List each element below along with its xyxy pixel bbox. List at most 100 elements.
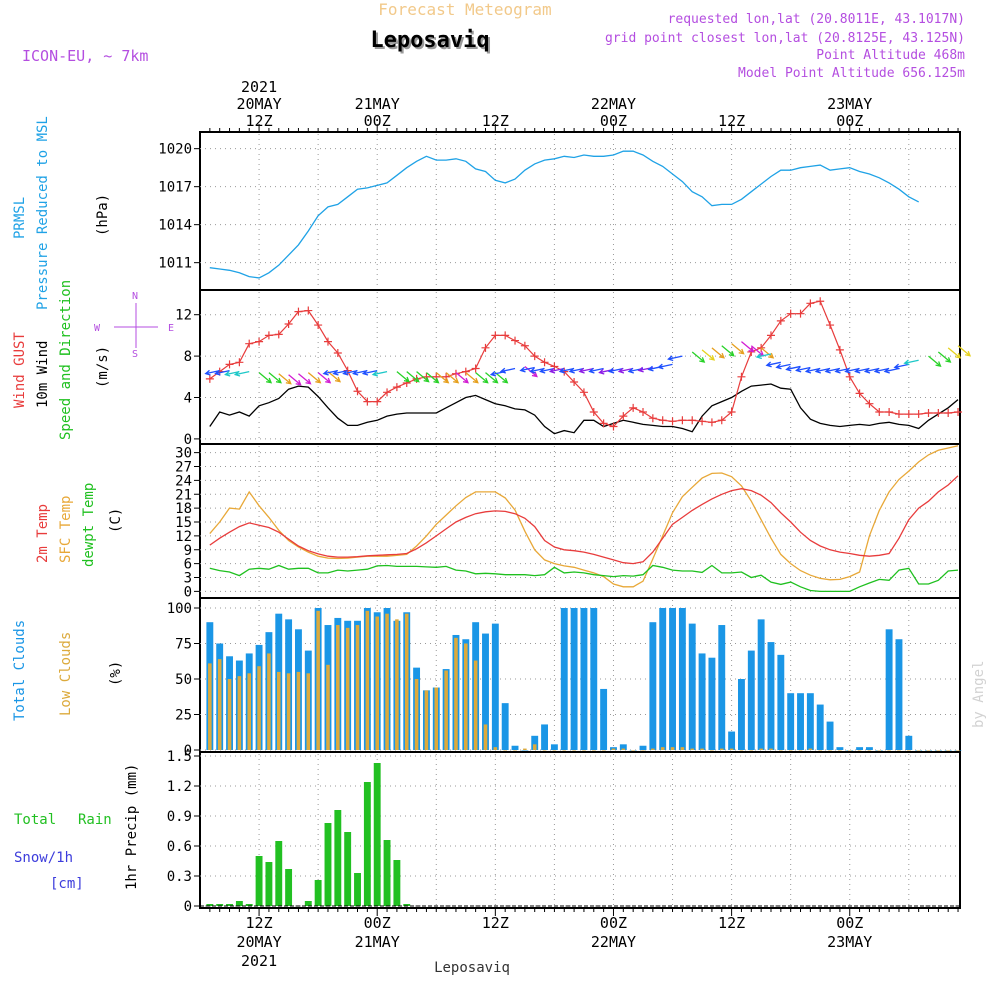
- gust-marker: [363, 397, 372, 406]
- gust-marker: [491, 331, 500, 340]
- time-label-bottom: 00Z: [836, 914, 863, 932]
- gust-marker: [737, 372, 746, 381]
- ytick-label-precip: 0.9: [167, 809, 192, 825]
- wind-arrow: [617, 367, 634, 374]
- low-cloud-bar: [493, 747, 498, 750]
- total-cloud-bar: [895, 639, 903, 750]
- footer-location: Leposaviq: [434, 960, 510, 976]
- rain-bar: [383, 840, 391, 906]
- rain-bar: [245, 904, 253, 906]
- total-cloud-bar: [747, 650, 755, 750]
- wind-arrow: [342, 369, 358, 376]
- low-cloud-bar: [375, 616, 379, 750]
- wind-arrow: [795, 366, 811, 373]
- total-cloud-bar: [708, 657, 716, 750]
- low-cloud-bar: [326, 664, 330, 750]
- wind-arrow: [607, 367, 624, 374]
- gust-marker: [707, 418, 716, 427]
- gust-marker: [629, 403, 638, 412]
- wind-arrow: [765, 361, 781, 368]
- gust-marker: [619, 412, 628, 421]
- gust-marker: [540, 358, 549, 367]
- gust-marker: [442, 372, 451, 381]
- total-cloud-bar: [806, 693, 814, 750]
- gust-marker: [353, 387, 362, 396]
- gust-marker: [816, 297, 825, 306]
- low-cloud-bar: [267, 653, 271, 750]
- grid-point-coords: grid point closest lon,lat (20.8125E, 43…: [605, 31, 965, 46]
- ytick-label-wind: 12: [175, 308, 192, 324]
- ytick-label-temperature: 9: [184, 543, 192, 559]
- gust-marker: [826, 321, 835, 330]
- gust-marker: [668, 417, 677, 426]
- wind-arrow: [883, 367, 900, 374]
- low-cloud-bar: [641, 750, 645, 751]
- wind-arrow: [361, 369, 378, 376]
- model-label: ICON-EU, ~ 7km: [22, 47, 148, 65]
- rain-bar: [373, 763, 381, 906]
- total-cloud-bar: [856, 747, 864, 750]
- low-cloud-bar: [956, 750, 960, 751]
- model-altitude: Model Point Altitude 656.125m: [738, 66, 965, 81]
- ytick-label-pressure: 1014: [158, 218, 192, 234]
- gust-marker: [648, 414, 657, 423]
- wind-arrow: [731, 343, 745, 355]
- wind-arrow: [755, 353, 772, 360]
- low-cloud-bar: [700, 748, 704, 750]
- temp-unit: (C): [108, 508, 124, 533]
- time-label-top: 12Z: [246, 112, 273, 130]
- low-cloud-bar: [237, 676, 242, 750]
- wind-arrow: [804, 367, 821, 374]
- watermark: by Angel: [971, 661, 987, 728]
- compass-icon: N W E S: [94, 291, 174, 360]
- gust-marker: [885, 407, 894, 416]
- ytick-label-wind: 8: [184, 349, 192, 365]
- total-cloud-bar: [610, 747, 617, 750]
- total-cloud-bar: [728, 731, 736, 750]
- low-cloud-bar: [946, 750, 950, 751]
- rain-bar: [314, 880, 322, 906]
- low-cloud-bar: [464, 643, 468, 750]
- low-cloud-bar: [729, 748, 734, 750]
- time-label-top: 22MAY: [591, 95, 636, 113]
- wind-arrow: [568, 367, 585, 374]
- ytick-label-pressure: 1020: [158, 142, 192, 158]
- low-cloud-bar: [582, 750, 586, 751]
- total-cloud-bar: [531, 735, 539, 750]
- low-cloud-bar: [769, 748, 773, 750]
- low-cloud-bar: [513, 750, 517, 751]
- gust-marker: [461, 367, 470, 376]
- gust-marker: [570, 377, 579, 386]
- ytick-label-temperature: 24: [175, 473, 192, 489]
- wind-unit: (m/s): [95, 346, 111, 388]
- low-cloud-bar: [926, 750, 931, 751]
- wind-arrow: [396, 371, 410, 383]
- gust-marker: [766, 331, 775, 340]
- total-cloud-bar: [570, 608, 578, 750]
- gust-marker: [609, 422, 618, 431]
- total-cloud-bar: [698, 653, 706, 750]
- total-cloud-bar: [816, 704, 824, 750]
- time-label-top: 12Z: [718, 112, 745, 130]
- time-label-bottom: 12Z: [246, 914, 273, 932]
- gust-marker: [333, 348, 342, 357]
- gust-marker: [678, 416, 687, 425]
- wind-arrow: [529, 367, 545, 374]
- wind-arrow: [760, 347, 775, 359]
- rain-bar: [216, 904, 224, 906]
- snow-label: Snow/1h: [14, 850, 73, 866]
- gust-marker: [806, 299, 815, 308]
- gust-marker: [471, 364, 480, 373]
- gust-marker: [796, 309, 805, 318]
- low-cloud-bar: [247, 673, 251, 750]
- wind-arrow: [494, 372, 509, 384]
- low-cloud-bar: [808, 748, 813, 750]
- ytick-label-temperature: 15: [175, 515, 192, 531]
- total-cloud-bar: [738, 679, 745, 750]
- gust-marker: [639, 407, 648, 416]
- t2m-line: [209, 475, 959, 565]
- point-altitude: Point Altitude 468m: [816, 48, 965, 63]
- total-cloud-bar: [511, 745, 519, 750]
- ytick-label-clouds: 75: [175, 637, 192, 653]
